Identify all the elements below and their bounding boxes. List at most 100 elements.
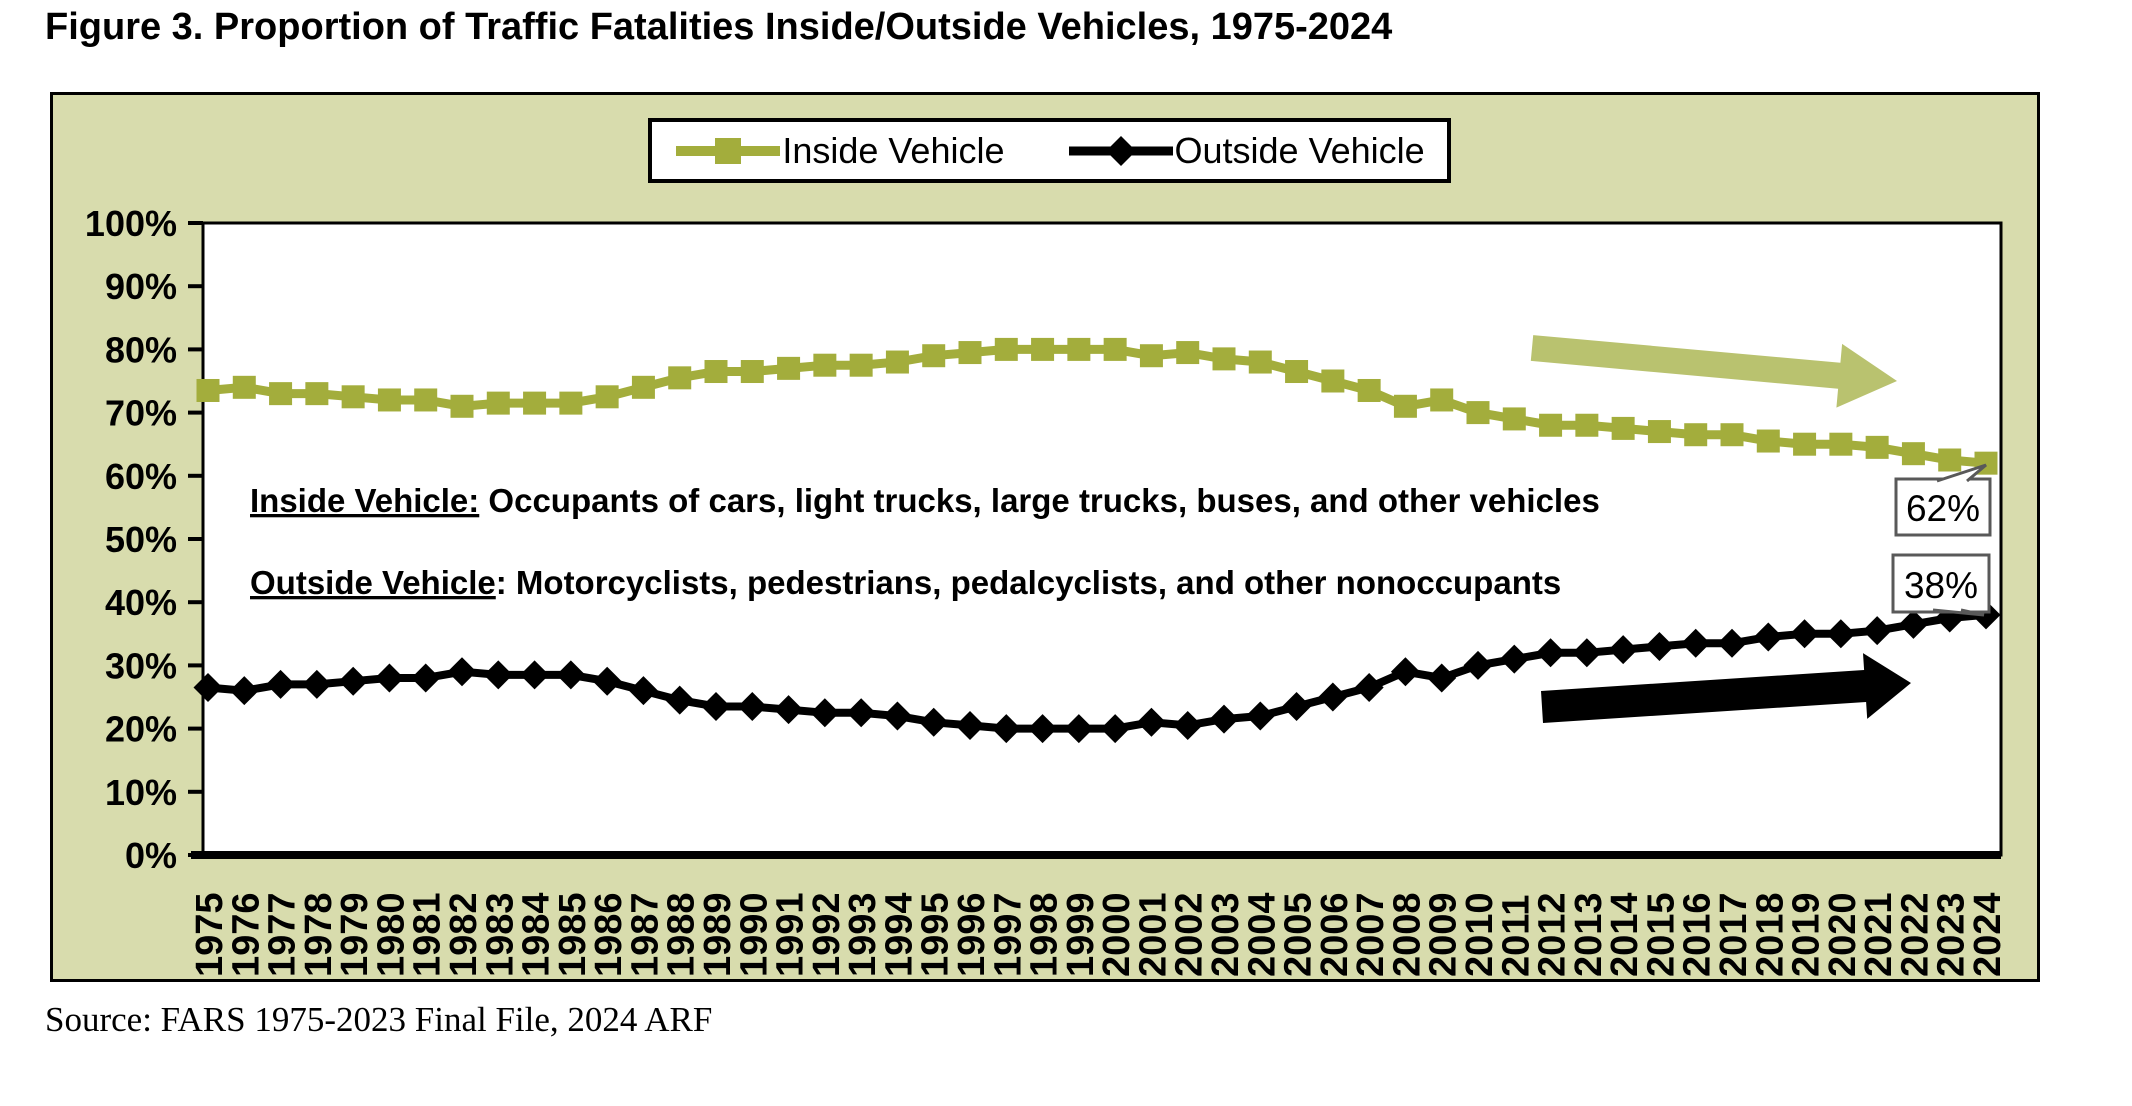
x-tick-label: 1978 [298,892,340,977]
x-tick-label: 2018 [1749,892,1791,977]
inside-series-marker [1357,378,1381,402]
x-tick-label: 2002 [1169,892,1211,977]
x-tick-label: 1998 [1024,892,1066,977]
inside-series-swatch-icon [676,137,781,164]
x-tick-label: 2007 [1350,892,1392,977]
x-tick-label: 1996 [951,892,993,977]
inside-series-marker [958,341,982,365]
y-tick-label: 80% [105,329,177,370]
chart-area: Inside Vehicle Outside Vehicle 0% 10% 20% 3… [50,92,2040,982]
outside-series-marker [1572,638,1602,668]
x-tick-label: 1997 [987,892,1029,977]
inside-series-marker [341,385,365,409]
inside-series-marker [377,388,401,412]
outside-series-marker [1100,714,1130,744]
inside-series-marker [1901,442,1925,466]
inside-series-marker [523,391,547,415]
x-tick-label: 2021 [1858,892,1900,977]
x-tick-label: 1991 [770,892,812,977]
inside-series-marker [1793,432,1817,456]
outside-series-marker [411,663,441,693]
outside-callout-label: 38% [1904,565,1978,606]
outside-series-marker [628,676,658,706]
x-tick-label: 2024 [1967,892,2009,977]
outside-callout-box [1891,553,1991,614]
outside-series-marker [737,691,767,721]
x-tick-label: 1979 [334,892,376,977]
x-tick-label: 2016 [1677,892,1719,977]
outside-series-marker [810,698,840,728]
outside-series-marker [1826,619,1856,649]
outside-series-marker [1245,701,1275,731]
inside-series-marker [740,360,764,384]
outside-series-marker [556,660,586,690]
outside-series-marker [1136,707,1166,737]
inside-series-marker [1067,337,1091,361]
y-tick-label: 40% [105,582,177,623]
chart-legend: Inside Vehicle Outside Vehicle [648,118,1451,183]
outside-trend-arrow-icon [1541,653,1911,723]
x-tick-label: 1984 [516,892,558,977]
outside-series-marker [1427,663,1457,693]
inside-series-marker [1466,401,1490,425]
x-tick-label: 2015 [1640,892,1682,977]
x-tick-label: 2006 [1314,892,1356,977]
inside-series-marker [595,385,619,409]
outside-series-marker [1463,650,1493,680]
inside-series-marker [1647,420,1671,444]
figure-title: Figure 3. Proportion of Traffic Fataliti… [45,6,1393,48]
x-tick-label: 2009 [1423,892,1465,977]
inside-series-marker [1611,416,1635,440]
x-tick-label: 1993 [842,892,884,977]
outside-series-marker [774,695,804,725]
y-tick-label: 100% [85,203,177,244]
inside-series-marker [1031,337,1055,361]
x-tick-label: 2003 [1205,892,1247,977]
outside-series-marker [1790,619,1820,649]
outside-series-marker [1390,657,1420,687]
inside-series-marker [1539,413,1563,437]
inside-series-marker [1575,413,1599,437]
inside-definition-text: Inside Vehicle: Occupants of cars, light… [250,482,1600,519]
inside-series-marker [269,382,293,406]
x-tick-label: 1994 [878,892,920,977]
outside-series-marker [665,685,695,715]
x-tick-label: 1999 [1060,892,1102,977]
inside-series-marker [1938,448,1962,472]
legend-label-outside: Outside Vehicle [1174,129,1425,171]
legend-label-inside: Inside Vehicle [782,129,1005,171]
outside-series-marker [1318,682,1348,712]
inside-series-marker [1285,360,1309,384]
inside-series-marker [1502,407,1526,431]
x-tick-label: 1977 [262,892,304,977]
x-tick-label: 2022 [1894,892,1936,977]
inside-series-marker [813,353,837,377]
x-tick-label: 2017 [1713,892,1755,977]
inside-series-marker [196,378,220,402]
inside-series-marker [1393,394,1417,418]
outside-series-marker [846,698,876,728]
y-tick-label: 70% [105,393,177,434]
x-tick-label: 2014 [1604,892,1646,977]
inside-series-marker [668,366,692,390]
outside-series-marker [882,701,912,731]
outside-series-marker [229,676,259,706]
outside-series-marker [1354,673,1384,703]
y-tick-label: 10% [105,772,177,813]
legend-entry-outside: Outside Vehicle [1067,130,1425,172]
x-tick-label: 2020 [1822,892,1864,977]
x-tick-label: 2005 [1278,892,1320,977]
x-tick-label: 1990 [733,892,775,977]
x-tick-label: 2013 [1568,892,1610,977]
inside-series-marker [704,360,728,384]
inside-series-marker [486,391,510,415]
inside-series-marker [631,375,655,399]
inside-series-marker [1720,423,1744,447]
x-tick-label: 2011 [1495,895,1537,977]
outside-series-marker [520,660,550,690]
y-tick-label: 60% [105,456,177,497]
outside-series-marker [1536,638,1566,668]
inside-series-marker [1865,435,1889,459]
x-tick-label: 1987 [624,892,666,977]
inside-series-marker [1829,432,1853,456]
